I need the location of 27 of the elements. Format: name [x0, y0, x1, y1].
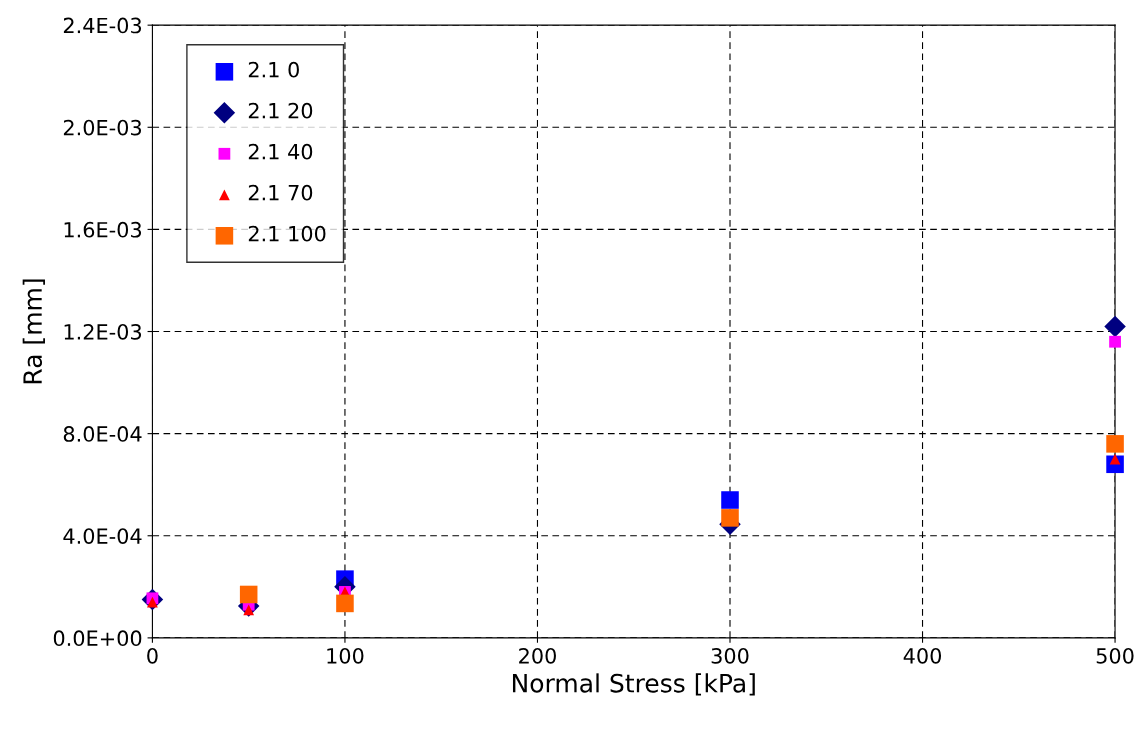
legend-label: 2.1 100	[248, 225, 326, 242]
x-tick-label: 0	[147, 647, 158, 664]
legend-label: 2.1 0	[248, 61, 299, 78]
y-tick-label: 0.0E+00	[53, 630, 142, 647]
x-tick-label: 100	[327, 647, 364, 664]
point	[1106, 435, 1124, 453]
y-tick-label: 4.0E-04	[63, 528, 142, 544]
point	[1109, 335, 1121, 348]
y-tick-label: 2.0E-03	[63, 119, 142, 136]
point	[1104, 315, 1126, 338]
legend-label: 2.1 40	[248, 143, 313, 160]
y-tick-label: 1.2E-03	[64, 323, 142, 340]
y-tick-label: 8.0E-04	[63, 426, 142, 442]
point	[239, 585, 258, 604]
x-tick-label: 500	[1096, 647, 1134, 664]
legend-label: 2.1 70	[248, 184, 313, 201]
point	[336, 594, 354, 613]
x-tick-label: 300	[711, 647, 749, 664]
point	[721, 509, 739, 527]
x-tick-label: 400	[903, 647, 942, 664]
point	[721, 491, 739, 509]
x-axis-title: Normal Stress [kPa]	[512, 673, 755, 696]
x-tick-label: 200	[519, 647, 556, 664]
y-tick-label: 2.4E-03	[63, 17, 142, 34]
y-tick-label: 1.6E-03	[64, 221, 142, 238]
y-axis-title: Ra [mm]	[22, 279, 45, 384]
legend-label: 2.1 20	[248, 102, 313, 119]
